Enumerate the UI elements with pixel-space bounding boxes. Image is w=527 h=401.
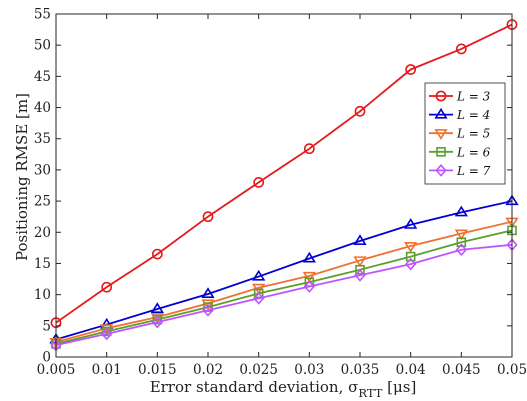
legend-label: L = 6 <box>456 145 491 159</box>
x-tick-label: 0.05 <box>497 362 527 378</box>
data-point <box>201 287 215 299</box>
legend-item: L = 6 <box>429 145 491 159</box>
legend-item: L = 7 <box>429 164 491 178</box>
y-tick-label: 0 <box>42 350 51 366</box>
data-point <box>151 248 163 260</box>
legend: L = 3 L = 4 L = 5 L = 6 L = 7 <box>424 82 506 185</box>
x-tick-label: 0.04 <box>396 362 426 378</box>
x-tick-label: 0.03 <box>294 362 324 378</box>
data-point <box>302 271 316 283</box>
series-line <box>55 229 513 345</box>
series-layer <box>49 19 519 352</box>
legend-label: L = 5 <box>456 127 490 141</box>
series-line <box>55 23 513 324</box>
data-point <box>404 241 418 253</box>
data-point <box>201 299 215 311</box>
x-tick-label: 0.045 <box>442 362 481 378</box>
data-point <box>303 280 316 293</box>
data-point <box>150 302 164 314</box>
data-point <box>404 257 417 271</box>
data-point <box>101 281 113 293</box>
data-point <box>355 264 365 275</box>
x-tick-label: 0.005 <box>37 362 76 378</box>
x-axis-label-unit: [μs] <box>382 378 416 396</box>
x-tick-label: 0.015 <box>138 362 177 378</box>
plot-area <box>56 14 512 357</box>
axes-layer: 0 5 10 15 20 25 30 35 40 45 50 55 0.005 0.01 0.015 0.02… <box>34 7 527 379</box>
y-tick-label: 20 <box>34 225 51 241</box>
legend-label: L = 4 <box>456 108 490 122</box>
y-tick-label: 25 <box>34 194 51 210</box>
data-point <box>302 251 316 263</box>
y-tick-label: 15 <box>34 256 51 272</box>
data-point <box>100 327 113 341</box>
legend-item: L = 4 <box>429 107 490 122</box>
data-point <box>202 211 214 223</box>
x-tick-label: 0.025 <box>239 362 278 378</box>
series-line <box>55 243 513 347</box>
legend-marker <box>435 163 447 177</box>
data-point <box>405 251 416 262</box>
data-point <box>151 315 164 329</box>
x-tick-label: 0.02 <box>193 362 223 378</box>
legend-marker <box>435 90 447 102</box>
data-point <box>455 43 467 55</box>
x-tick-label: 0.035 <box>341 362 380 378</box>
data-point <box>303 143 315 155</box>
data-point <box>354 105 366 117</box>
data-point <box>454 205 468 217</box>
data-point <box>354 268 366 282</box>
y-tick-label: 45 <box>34 69 51 85</box>
legend-marker <box>434 107 448 119</box>
x-tick-label: 0.01 <box>92 362 122 378</box>
data-point <box>405 64 417 75</box>
plot-background <box>56 14 512 357</box>
y-tick-label: 40 <box>34 100 51 116</box>
data-point <box>252 269 266 281</box>
series-line <box>55 220 513 343</box>
x-axis-label-subscript: RTT <box>358 386 382 400</box>
data-point <box>454 229 468 241</box>
data-point <box>101 326 112 337</box>
data-point <box>456 237 467 248</box>
legend-label: L = 7 <box>456 164 491 178</box>
legend-marker <box>436 147 446 157</box>
data-point <box>100 324 114 336</box>
data-point <box>202 303 214 317</box>
y-tick-label: 10 <box>34 287 51 303</box>
legend-item: L = 3 <box>429 90 491 104</box>
data-point <box>252 291 265 305</box>
series-2 <box>49 194 519 344</box>
x-axis-label-text: Error standard deviation, σ <box>150 378 359 396</box>
y-tick-label: 50 <box>34 38 51 54</box>
x-axis-label: Error standard deviation, σRTT [μs] <box>150 378 417 400</box>
legend-label: L = 3 <box>456 90 491 104</box>
data-point <box>152 314 163 325</box>
legend-marker <box>434 129 448 140</box>
data-point <box>353 256 367 268</box>
axes-frame <box>55 13 513 358</box>
data-point <box>455 243 468 257</box>
legend-item: L = 5 <box>429 127 490 141</box>
y-axis-label: Positioning RMSE [m] <box>13 93 31 261</box>
data-point <box>253 176 265 188</box>
series-line <box>55 200 513 341</box>
y-tick-label: 55 <box>34 7 51 23</box>
data-point <box>253 288 264 299</box>
y-tick-label: 5 <box>42 318 51 334</box>
data-point <box>353 234 367 246</box>
data-point <box>404 218 418 229</box>
y-tick-label: 30 <box>34 162 51 178</box>
y-tick-label: 35 <box>34 131 51 147</box>
